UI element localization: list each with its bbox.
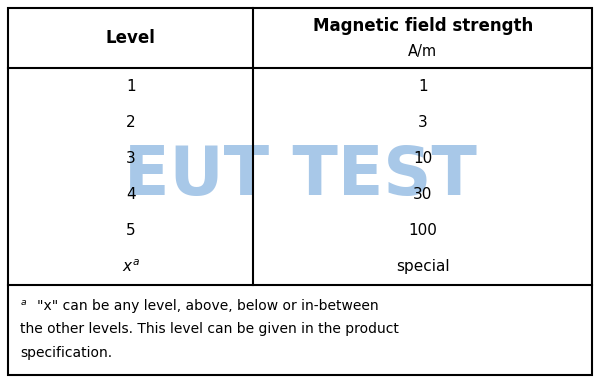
Text: specification.: specification.	[20, 346, 112, 360]
Text: EUT TEST: EUT TEST	[124, 144, 476, 210]
Text: 2: 2	[126, 115, 136, 130]
Text: 3: 3	[418, 115, 428, 130]
Text: $x^a$: $x^a$	[122, 259, 140, 275]
Text: "x" can be any level, above, below or in-between: "x" can be any level, above, below or in…	[37, 299, 379, 313]
Text: A/m: A/m	[408, 44, 437, 59]
Text: 4: 4	[126, 187, 136, 202]
Text: Level: Level	[106, 29, 155, 47]
Text: Magnetic field strength: Magnetic field strength	[313, 17, 533, 35]
Text: 30: 30	[413, 187, 433, 202]
Text: 3: 3	[126, 151, 136, 166]
Text: the other levels. This level can be given in the product: the other levels. This level can be give…	[20, 322, 399, 337]
Text: 100: 100	[408, 223, 437, 238]
Text: $^a$: $^a$	[20, 299, 27, 312]
Text: 1: 1	[418, 79, 427, 93]
Text: 1: 1	[126, 79, 136, 93]
Text: 10: 10	[413, 151, 432, 166]
Text: 5: 5	[126, 223, 136, 238]
Text: special: special	[396, 259, 449, 274]
